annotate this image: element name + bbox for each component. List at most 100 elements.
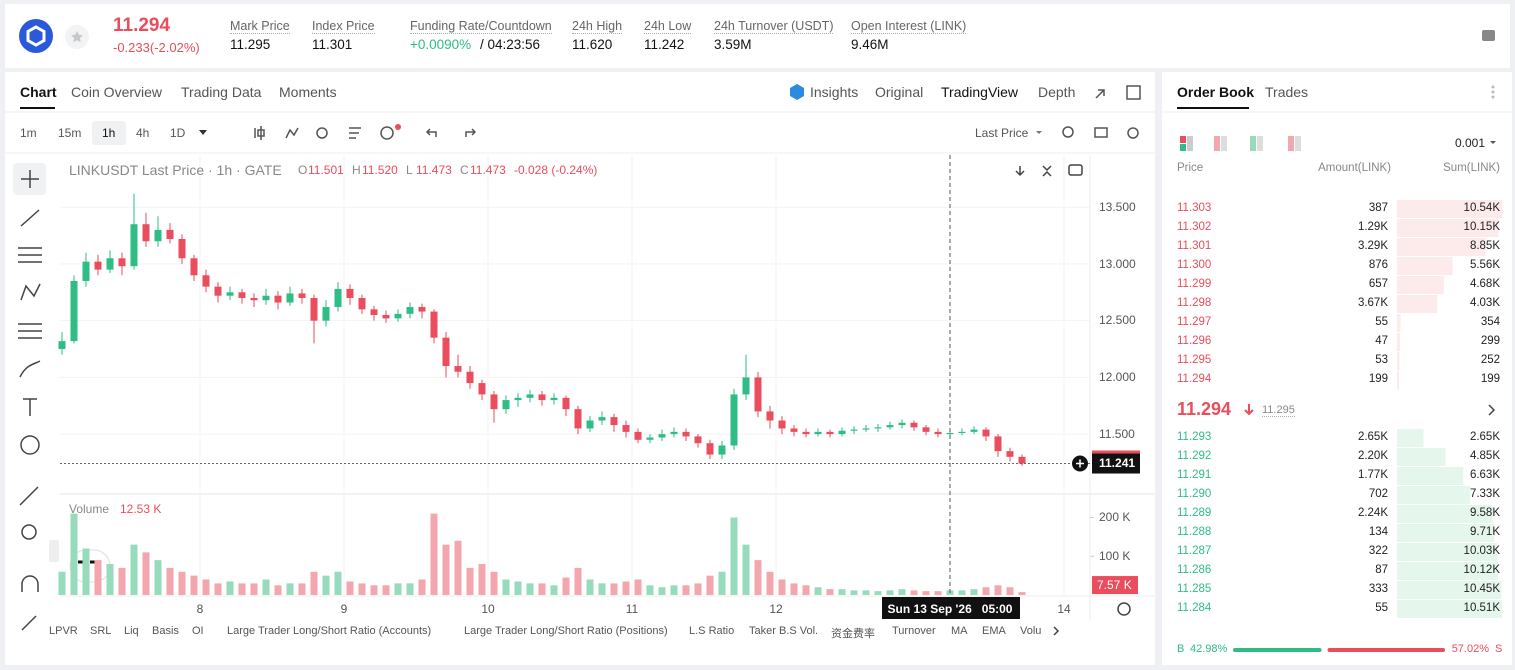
view-tab[interactable]: Insights	[810, 83, 859, 100]
candle-body	[598, 417, 606, 421]
candle-body	[1018, 456, 1026, 464]
indicator[interactable]: LPVR	[49, 625, 78, 638]
volume-bar	[646, 585, 654, 595]
interval[interactable]: 1D	[170, 125, 186, 140]
emoji-tool[interactable]	[20, 435, 40, 455]
trendline-tool[interactable]	[20, 209, 40, 227]
volume-bar	[814, 587, 822, 595]
pattern-tool[interactable]	[20, 283, 41, 301]
book-amount: 1.29K	[1357, 221, 1388, 234]
indicator[interactable]: MA	[951, 625, 968, 638]
replay-icon[interactable]	[316, 127, 328, 139]
pencil-tool[interactable]	[21, 615, 37, 631]
volume-bar	[910, 590, 918, 595]
indicator[interactable]: Turnover	[892, 625, 936, 638]
chart-tab[interactable]: Coin Overview	[71, 83, 163, 100]
template-icon[interactable]	[349, 127, 361, 139]
stat-value: 11.295	[230, 36, 271, 52]
indicator[interactable]: Large Trader Long/Short Ratio (Accounts)	[227, 625, 432, 638]
indicator[interactable]: Basis	[152, 625, 179, 638]
book-sum: 199	[1480, 373, 1500, 386]
depth-bar	[1397, 333, 1400, 351]
last-volume-box	[1092, 576, 1138, 595]
volume-bar	[862, 590, 870, 595]
volume-bar	[190, 575, 198, 595]
zoom-tool[interactable]	[21, 524, 37, 540]
scroll-right[interactable]	[1053, 626, 1060, 636]
volume-bar	[682, 585, 690, 595]
book-tab[interactable]: Order Book	[1177, 83, 1255, 100]
candle-body	[418, 307, 426, 312]
insights-icon[interactable]	[790, 84, 804, 100]
measure-tool[interactable]	[19, 486, 39, 506]
camera-icon[interactable]	[1094, 127, 1108, 138]
settings-icon[interactable]	[1127, 127, 1139, 139]
indicator[interactable]: EMA	[982, 625, 1006, 638]
funding-countdown: / 04:23:56	[480, 36, 541, 52]
indicator-icon[interactable]	[285, 127, 299, 139]
indicator[interactable]: SRL	[90, 625, 112, 638]
candle-body	[406, 307, 414, 314]
book-sum: 10.12K	[1463, 564, 1500, 577]
chart-button[interactable]	[1068, 164, 1083, 176]
collapse-tab[interactable]	[49, 540, 59, 562]
view-tab[interactable]: TradingView	[941, 83, 1019, 100]
candle-body	[250, 297, 258, 301]
brush-tool[interactable]	[19, 360, 41, 378]
interval[interactable]: 4h	[136, 125, 150, 140]
add-icon[interactable]	[380, 126, 394, 140]
indicator[interactable]: Liq	[124, 625, 139, 638]
book-tab[interactable]: Trades	[1265, 83, 1309, 100]
last-volume-label: 7.57 K	[1097, 577, 1132, 592]
last-price-label: 11.241	[1099, 456, 1136, 471]
depth-bar	[1397, 276, 1444, 294]
book-price: 11.286	[1177, 564, 1212, 577]
precision[interactable]: 0.001	[1455, 136, 1486, 150]
book-sum: 8.85K	[1469, 240, 1500, 253]
search-icon[interactable]	[1062, 126, 1074, 138]
volume-bar	[394, 583, 402, 595]
volume-bar	[958, 590, 966, 595]
crosshair-tool[interactable]	[21, 170, 39, 188]
view-tab[interactable]: Original	[875, 83, 924, 100]
indicator[interactable]: 资金费率	[831, 628, 875, 641]
book-price: 11.288	[1177, 526, 1212, 539]
indicator[interactable]: Taker B.S Vol.	[749, 625, 819, 638]
buy-ratio: 42.98%	[1190, 643, 1228, 656]
indicator[interactable]: Volu	[1020, 625, 1042, 638]
last-price-box	[1092, 453, 1140, 474]
layout-icon[interactable]	[1126, 85, 1141, 100]
book-view-icons[interactable]	[1180, 136, 1301, 151]
candle-type-icon[interactable]	[254, 126, 265, 140]
header-icon[interactable]	[1482, 30, 1495, 41]
undo-redo-icon[interactable]	[425, 128, 477, 137]
interval[interactable]: 15m	[58, 125, 82, 140]
magnet-tool[interactable]	[21, 575, 39, 592]
candle-body	[334, 288, 342, 308]
candle-body	[310, 297, 318, 321]
price-type[interactable]: Last Price	[975, 126, 1029, 140]
candle-body	[58, 341, 66, 350]
axis-settings[interactable]	[1117, 602, 1131, 616]
text-tool[interactable]	[23, 398, 37, 416]
chart-tab[interactable]: Trading Data	[181, 83, 262, 100]
interval[interactable]: 1h	[102, 125, 116, 140]
book-price: 11.294	[1177, 373, 1212, 386]
candle-body	[478, 383, 486, 395]
fullscreen-icon[interactable]	[1095, 89, 1105, 99]
book-sum: 252	[1480, 354, 1500, 367]
indicator[interactable]: L.S Ratio	[689, 625, 735, 638]
ohlc-value: 11.473	[470, 162, 506, 177]
more-arrow[interactable]	[1488, 404, 1496, 416]
chart-legend: LINKUSDT Last Price · 1h · GATE	[69, 162, 282, 178]
indicator[interactable]: Large Trader Long/Short Ratio (Positions…	[464, 625, 668, 638]
interval[interactable]: 1m	[20, 125, 37, 140]
view-tab[interactable]: Depth	[1038, 83, 1076, 100]
indicator[interactable]: OI	[192, 625, 204, 638]
chart-tab[interactable]: Chart	[20, 83, 57, 100]
chart-buttons[interactable]	[1015, 165, 1052, 177]
candle-body	[742, 377, 750, 395]
chart-tab[interactable]: Moments	[279, 83, 337, 100]
fib-tool[interactable]	[18, 323, 42, 339]
lines-tool[interactable]	[18, 247, 42, 263]
